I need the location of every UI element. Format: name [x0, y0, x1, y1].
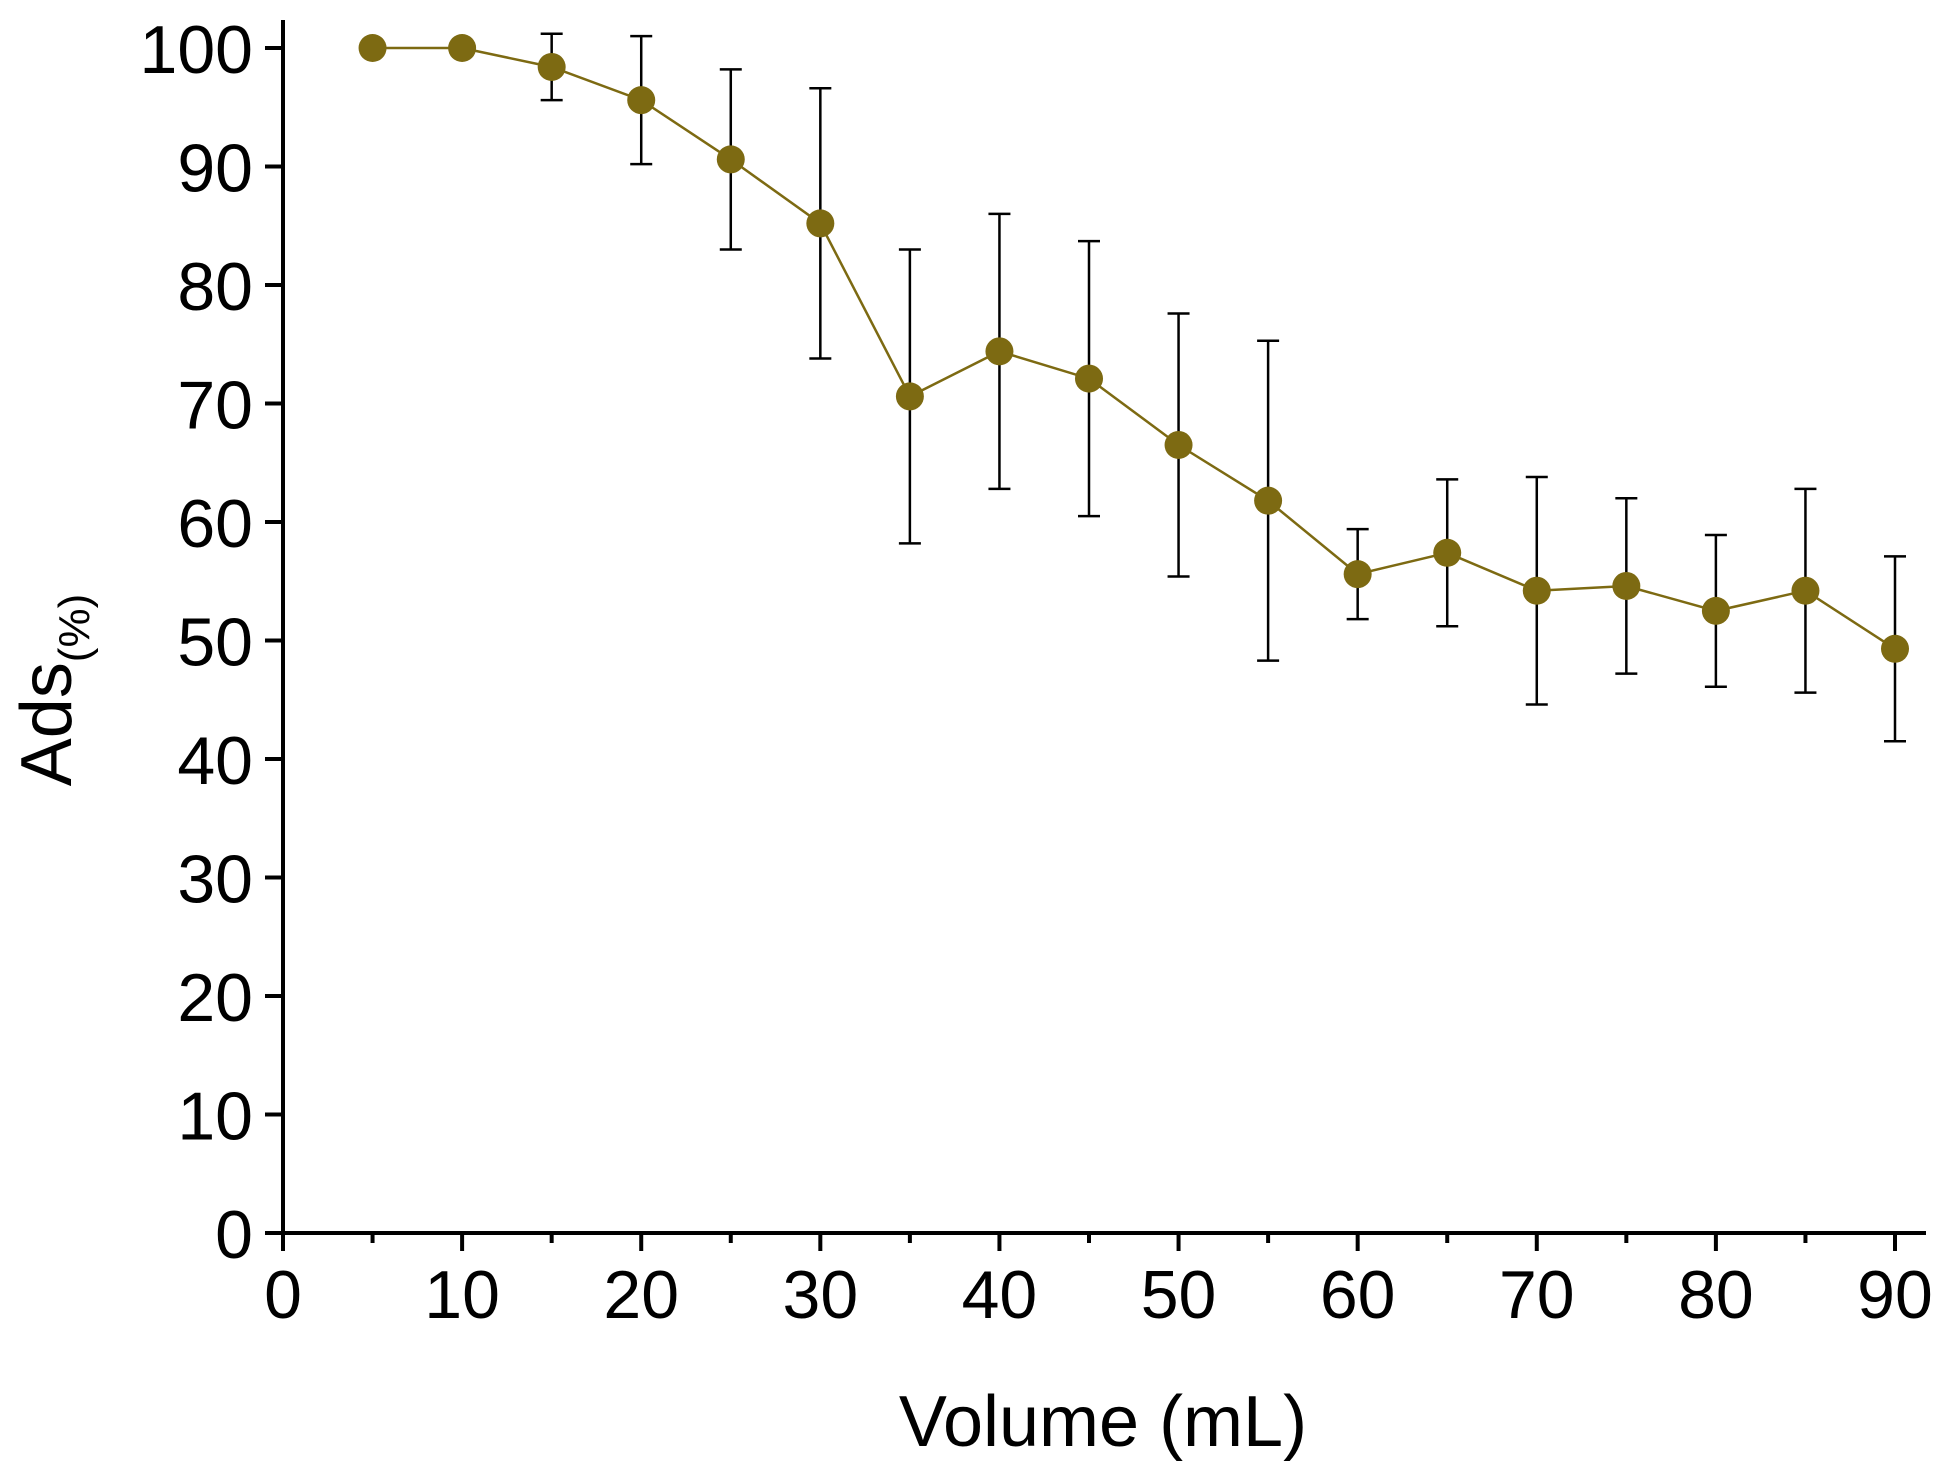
data-point-15 [537, 52, 566, 81]
data-point-30 [806, 209, 835, 238]
tick-labels: 0 10 20 30 40 50 60 70 80 90 100 0 10 20 30 40 50 60 70 80 9… [140, 12, 1933, 1333]
y-tick-label-20: 20 [177, 960, 253, 1036]
data-point-45 [1075, 364, 1103, 393]
tick-marks [265, 46, 1897, 1251]
data-point-25 [716, 145, 745, 174]
x-axis-title: Volume (mL) [899, 1382, 1307, 1462]
data-point-55 [1254, 486, 1283, 515]
y-tick-label-100: 100 [140, 12, 253, 88]
x-tick-label-70: 70 [1499, 1257, 1575, 1333]
x-tick-label-90: 90 [1857, 1257, 1933, 1333]
y-axis-title: Ads(%) [7, 594, 99, 787]
x-tick-label-10: 10 [424, 1257, 500, 1333]
data-point-60 [1343, 560, 1372, 589]
data-point-90 [1881, 634, 1909, 663]
y-tick-label-10: 10 [177, 1079, 253, 1155]
y-axis-title-subscript: (%) [50, 594, 99, 662]
data-point-85 [1791, 576, 1820, 605]
data-point-5 [358, 34, 387, 62]
data-point-10 [448, 34, 477, 62]
x-tick-label-0: 0 [264, 1257, 302, 1333]
data-point-80 [1701, 596, 1730, 625]
series-line-0 [372, 46, 1896, 650]
data-point-50 [1164, 430, 1193, 459]
x-tick-label-30: 30 [783, 1257, 859, 1333]
y-tick-label-0: 0 [215, 1197, 253, 1273]
series-lines [372, 46, 1896, 650]
y-axis-title-main: Ads [7, 662, 87, 786]
y-tick-label-90: 90 [177, 131, 253, 207]
data-point-65 [1433, 538, 1462, 567]
x-tick-label-50: 50 [1141, 1257, 1217, 1333]
data-points [358, 34, 1909, 663]
axes [281, 20, 1926, 1235]
data-point-40 [985, 337, 1014, 366]
y-tick-label-80: 80 [177, 249, 253, 325]
y-tick-label-70: 70 [177, 368, 253, 444]
data-point-20 [627, 86, 656, 115]
data-point-70 [1522, 576, 1551, 605]
x-tick-label-40: 40 [962, 1257, 1038, 1333]
data-point-75 [1612, 571, 1641, 600]
data-point-35 [895, 382, 924, 411]
y-tick-label-60: 60 [177, 486, 253, 562]
y-tick-label-30: 30 [177, 842, 253, 918]
y-tick-label-40: 40 [177, 723, 253, 799]
x-tick-label-80: 80 [1678, 1257, 1754, 1333]
x-tick-label-20: 20 [603, 1257, 679, 1333]
error-bars [540, 32, 1906, 743]
y-tick-label-50: 50 [177, 605, 253, 681]
x-tick-label-60: 60 [1320, 1257, 1396, 1333]
